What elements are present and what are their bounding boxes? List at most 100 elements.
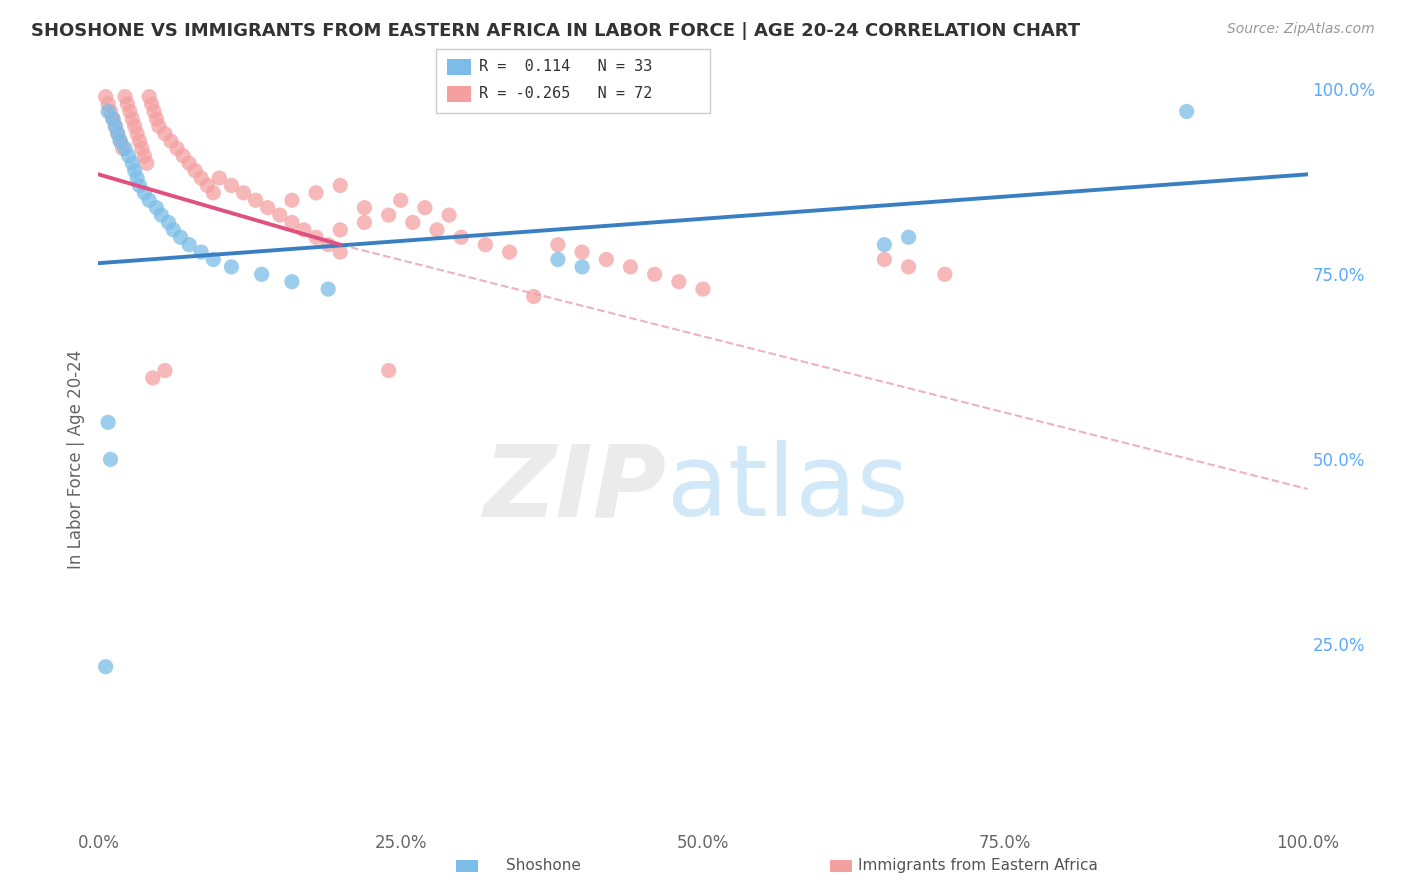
Text: R =  0.114   N = 33: R = 0.114 N = 33 [479,60,652,74]
Point [124,163,146,178]
Point [595,252,617,267]
Point [208,171,231,186]
Point [101,112,124,126]
Point [426,223,449,237]
Point [873,252,896,267]
Point [97,415,120,429]
Point [221,178,243,193]
Point [108,134,131,148]
Point [437,208,460,222]
Point [134,149,156,163]
Point [114,141,136,155]
Point [153,127,176,141]
Point [142,371,165,385]
Point [114,89,136,103]
Point [145,201,167,215]
Point [111,141,134,155]
Point [127,127,149,141]
Point [250,268,273,282]
Point [135,156,157,170]
Point [150,208,173,222]
Point [138,194,160,208]
Point [179,237,201,252]
Point [128,178,150,193]
Point [118,104,141,119]
Point [353,215,375,229]
Point [305,186,328,200]
Point [108,134,131,148]
Point [94,89,117,103]
Text: ZIP: ZIP [484,441,666,538]
Point [221,260,243,274]
Text: R = -0.265   N = 72: R = -0.265 N = 72 [479,87,652,101]
Point [190,245,212,260]
Point [571,260,593,274]
Point [644,268,666,282]
Point [134,186,156,200]
Point [172,149,194,163]
Point [121,112,143,126]
Point [184,163,207,178]
Point [169,230,191,244]
Point [107,127,129,141]
Point [97,104,120,119]
Point [329,245,352,260]
Point [305,230,328,244]
Point [148,119,170,133]
Point [94,659,117,673]
Point [498,245,520,260]
Text: Immigrants from Eastern Africa: Immigrants from Eastern Africa [858,858,1098,872]
Point [897,230,920,244]
Point [245,194,267,208]
Point [316,237,339,252]
Point [145,112,167,126]
Point [118,149,141,163]
Point [128,134,150,148]
Point [143,104,166,119]
Point [166,141,188,155]
Point [141,97,163,112]
Point [934,268,956,282]
Point [571,245,593,260]
Point [117,97,139,112]
Point [281,194,304,208]
Point [281,275,304,289]
Point [329,178,352,193]
Point [107,127,129,141]
Point [101,112,124,126]
Point [202,186,225,200]
Text: SHOSHONE VS IMMIGRANTS FROM EASTERN AFRICA IN LABOR FORCE | AGE 20-24 CORRELATIO: SHOSHONE VS IMMIGRANTS FROM EASTERN AFRI… [31,22,1080,40]
Text: Source: ZipAtlas.com: Source: ZipAtlas.com [1227,22,1375,37]
Point [256,201,278,215]
Point [377,363,399,377]
Point [547,237,569,252]
Point [131,141,153,155]
Point [402,215,425,229]
Point [619,260,641,274]
Point [353,201,375,215]
Point [692,282,714,296]
Point [668,275,690,289]
Point [873,237,896,252]
Point [316,282,339,296]
Point [474,237,496,252]
Point [179,156,201,170]
Point [523,289,546,303]
Point [121,156,143,170]
Point [413,201,436,215]
Point [162,223,184,237]
Point [100,452,122,467]
Point [377,208,399,222]
Point [450,230,472,244]
Text: Shoshone: Shoshone [506,858,581,872]
Text: atlas: atlas [666,441,908,538]
Point [232,186,254,200]
Point [124,119,146,133]
Point [160,134,183,148]
Point [104,119,127,133]
Point [138,89,160,103]
Point [202,252,225,267]
Point [190,171,212,186]
Point [281,215,304,229]
Point [127,171,149,186]
